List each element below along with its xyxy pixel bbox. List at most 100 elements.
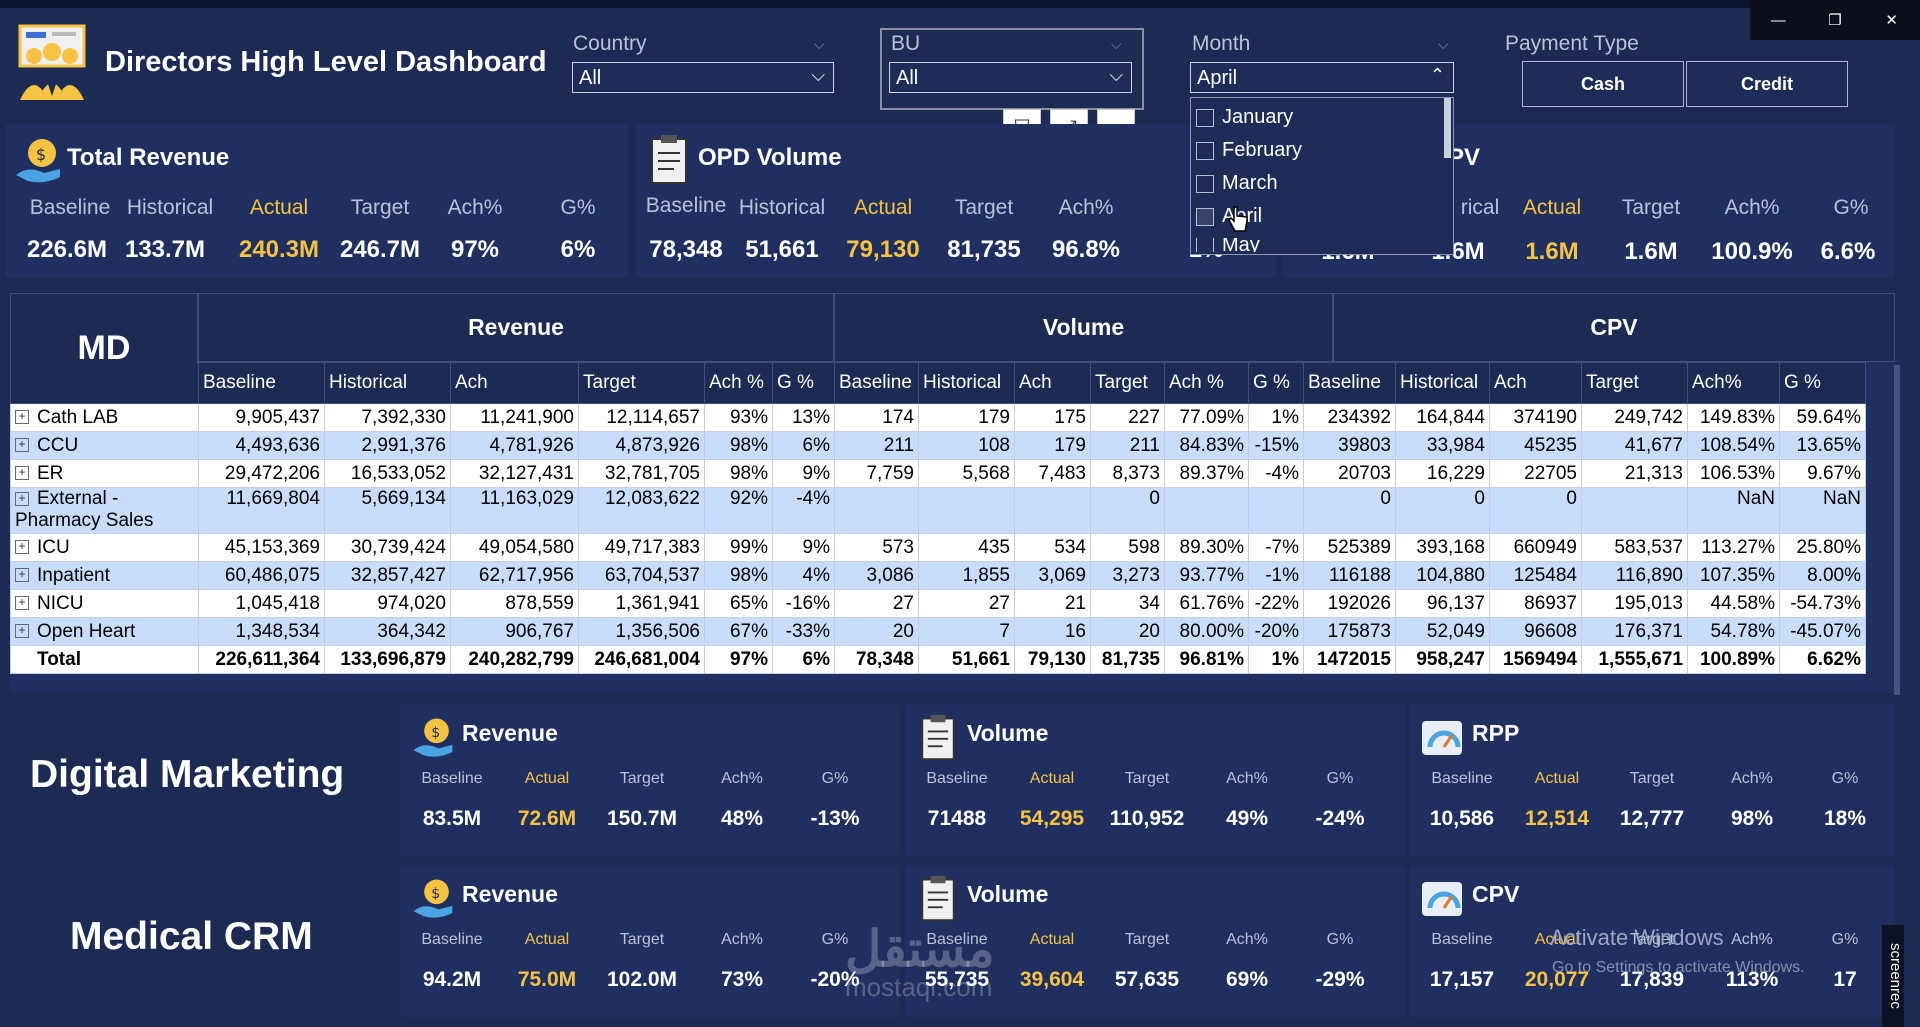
card-value: 102.0M <box>606 968 678 991</box>
table-cell: 573 <box>834 533 919 562</box>
kpi-value: 1.6M <box>1624 238 1678 265</box>
card-value: -24% <box>1315 807 1365 830</box>
card-value: 17,839 <box>1619 968 1685 991</box>
table-cell: 5,568 <box>918 459 1015 488</box>
column-header[interactable]: G % <box>1248 362 1304 404</box>
expand-icon[interactable]: + <box>15 624 29 639</box>
expand-icon[interactable]: + <box>15 491 29 506</box>
table-cell: 44.58% <box>1687 589 1780 618</box>
column-header[interactable]: Historical <box>918 362 1015 404</box>
card-value: -13% <box>810 807 860 830</box>
column-header[interactable]: Ach % <box>704 362 773 404</box>
column-header[interactable]: Ach <box>450 362 579 404</box>
month-option[interactable]: February <box>1196 139 1302 162</box>
table-cell: 1569494 <box>1489 645 1582 674</box>
table-cell: 80.00% <box>1164 617 1249 646</box>
column-header[interactable]: G % <box>1779 362 1866 404</box>
table-cell: 240,282,799 <box>450 645 579 674</box>
restore-button[interactable]: ❐ <box>1828 12 1842 29</box>
table-cell: 1472015 <box>1303 645 1396 674</box>
card-value: 150.7M <box>606 807 678 830</box>
table-cell: 195,013 <box>1581 589 1688 618</box>
table-cell: 30,739,424 <box>324 533 451 562</box>
column-header[interactable]: Baseline <box>834 362 919 404</box>
column-header[interactable]: G % <box>772 362 835 404</box>
bu-dropdown[interactable]: All ⌵ <box>889 62 1132 93</box>
table-cell: 81,735 <box>1090 645 1165 674</box>
table-cell: 234392 <box>1303 403 1396 432</box>
column-header[interactable]: Target <box>1581 362 1688 404</box>
expand-icon[interactable]: + <box>15 466 29 481</box>
directors-logo-icon <box>12 22 86 100</box>
table-cell: 175 <box>1014 403 1091 432</box>
table-cell: 96.81% <box>1164 645 1249 674</box>
month-option[interactable]: May <box>1196 238 1260 252</box>
card-value: 18% <box>1823 807 1867 830</box>
table-cell: 1% <box>1248 645 1304 674</box>
table-cell: 878,559 <box>450 589 579 618</box>
table-cell: 393,168 <box>1395 533 1490 562</box>
card-header: Actual <box>524 931 570 948</box>
credit-button[interactable]: Credit <box>1686 61 1848 107</box>
column-header[interactable]: Historical <box>1395 362 1490 404</box>
row-label-cell: + NICU <box>10 589 199 618</box>
checkbox[interactable] <box>1196 108 1214 127</box>
table-cell: 13% <box>772 403 835 432</box>
table-cell: 3,273 <box>1090 561 1165 590</box>
table-cell: 435 <box>918 533 1015 562</box>
expand-icon[interactable]: + <box>15 410 29 425</box>
cash-button[interactable]: Cash <box>1522 61 1684 107</box>
column-header[interactable]: Ach <box>1489 362 1582 404</box>
card-header: Target <box>619 931 665 948</box>
country-dropdown[interactable]: All ⌵ <box>572 62 834 93</box>
expand-icon[interactable]: + <box>15 438 29 453</box>
row-label: External - Pharmacy Sales <box>15 488 154 532</box>
expand-icon[interactable]: + <box>15 540 29 555</box>
table-cell: 1,348,534 <box>198 617 325 646</box>
minimize-button[interactable]: — <box>1770 11 1786 29</box>
table-cell: 9,905,437 <box>198 403 325 432</box>
table-cell: 63,704,537 <box>578 561 705 590</box>
table-cell: 6% <box>772 431 835 460</box>
column-header[interactable]: Target <box>1090 362 1165 404</box>
checkbox[interactable] <box>1196 174 1214 193</box>
kpi-header: Baseline <box>645 194 727 217</box>
table-cell: 974,020 <box>324 589 451 618</box>
table-cell: -1% <box>1248 561 1304 590</box>
row-label: Open Heart <box>37 620 136 642</box>
row-label: Total <box>37 648 81 670</box>
column-header[interactable]: Baseline <box>1303 362 1396 404</box>
column-header[interactable]: Ach% <box>1687 362 1780 404</box>
month-option[interactable]: March <box>1196 172 1278 195</box>
checkbox[interactable] <box>1196 207 1214 226</box>
table-cell: -20% <box>1248 617 1304 646</box>
month-dropdown[interactable]: April ⌃ <box>1190 62 1454 93</box>
month-option[interactable]: January <box>1196 106 1293 129</box>
column-header[interactable]: Target <box>578 362 705 404</box>
column-header[interactable]: Ach % <box>1164 362 1249 404</box>
dropdown-scrollbar[interactable] <box>1444 98 1451 158</box>
matrix-scrollbar[interactable] <box>1894 365 1900 695</box>
expand-icon[interactable]: + <box>15 568 29 583</box>
expand-icon[interactable]: + <box>15 596 29 611</box>
month-value: April <box>1197 67 1238 89</box>
card-title: Volume <box>967 881 1049 907</box>
checkbox[interactable] <box>1196 238 1214 252</box>
card-header: Target <box>1124 931 1170 948</box>
close-button[interactable]: ✕ <box>1885 12 1898 29</box>
svg-text:$: $ <box>36 145 46 164</box>
table-cell: 21 <box>1014 589 1091 618</box>
medical-crm-cpv-card: CPV Baseline Actual Target Ach% G% 17,157 20,07… <box>1410 865 1894 1017</box>
table-cell: 1,045,418 <box>198 589 325 618</box>
column-header[interactable]: Ach <box>1014 362 1091 404</box>
kpi-header: G% <box>1833 196 1869 219</box>
column-header[interactable]: Baseline <box>198 362 325 404</box>
table-cell: 79,130 <box>1014 645 1091 674</box>
card-value: 94.2M <box>422 968 482 991</box>
checkbox[interactable] <box>1196 141 1214 160</box>
table-cell: 41,677 <box>1581 431 1688 460</box>
table-cell: 11,241,900 <box>450 403 579 432</box>
svg-text:$: $ <box>431 886 440 902</box>
column-header[interactable]: Historical <box>324 362 451 404</box>
table-cell: 7,483 <box>1014 459 1091 488</box>
